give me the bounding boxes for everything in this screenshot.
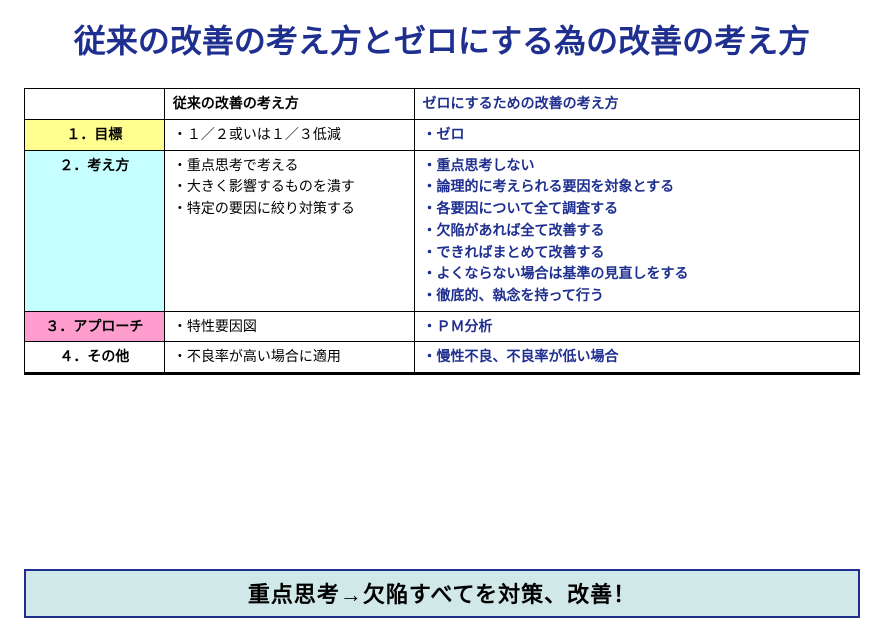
row-label: ２．考え方: [25, 150, 165, 311]
cell-zero: 慢性不良、不良率が低い場合: [414, 342, 859, 374]
table-row: ２．考え方重点思考で考える大きく影響するものを潰す特定の要因に絞り対策する重点思…: [25, 150, 860, 311]
list-item: 徹底的、執念を持って行う: [423, 285, 851, 307]
table-header-row: 従来の改善の考え方 ゼロにするための改善の考え方: [25, 89, 860, 120]
header-conventional: 従来の改善の考え方: [164, 89, 414, 120]
table-row: １．目標 １／２或いは１／３低減ゼロ: [25, 120, 860, 151]
list-item: ゼロ: [423, 124, 851, 146]
header-zero: ゼロにするための改善の考え方: [414, 89, 859, 120]
header-empty: [25, 89, 165, 120]
cell-conventional: １／２或いは１／３低減: [164, 120, 414, 151]
list-item: よくならない場合は基準の見直しをする: [423, 263, 851, 285]
list-item: 重点思考で考える: [173, 155, 406, 177]
slide-title: 従来の改善の考え方とゼロにする為の改善の考え方: [0, 18, 884, 64]
table-row: ４．その他不良率が高い場合に適用慢性不良、不良率が低い場合: [25, 342, 860, 374]
list-item: 不良率が高い場合に適用: [173, 346, 406, 368]
cell-zero: ＰＭ分析: [414, 311, 859, 342]
cell-conventional: 特性要因図: [164, 311, 414, 342]
cell-zero: 重点思考しない論理的に考えられる要因を対象とする各要因について全て調査する欠陥が…: [414, 150, 859, 311]
list-item: できればまとめて改善する: [423, 242, 851, 264]
list-item: 特定の要因に絞り対策する: [173, 198, 406, 220]
list-item: 論理的に考えられる要因を対象とする: [423, 176, 851, 198]
list-item: ＰＭ分析: [423, 316, 851, 338]
callout-box: 重点思考→欠陥すべてを対策、改善！: [24, 569, 860, 618]
cell-zero: ゼロ: [414, 120, 859, 151]
list-item: 各要因について全て調査する: [423, 198, 851, 220]
list-item: 慢性不良、不良率が低い場合: [423, 346, 851, 368]
cell-conventional: 不良率が高い場合に適用: [164, 342, 414, 374]
table-body: １．目標 １／２或いは１／３低減ゼロ ２．考え方重点思考で考える大きく影響するものを…: [25, 120, 860, 374]
list-item: 大きく影響するものを潰す: [173, 176, 406, 198]
row-label: １．目標: [25, 120, 165, 151]
table-row: ３．アプローチ特性要因図 ＰＭ分析: [25, 311, 860, 342]
list-item: 欠陥があれば全て改善する: [423, 220, 851, 242]
list-item: １／２或いは１／３低減: [173, 124, 406, 146]
list-item: 特性要因図: [173, 316, 406, 338]
row-label: ３．アプローチ: [25, 311, 165, 342]
row-label: ４．その他: [25, 342, 165, 374]
cell-conventional: 重点思考で考える大きく影響するものを潰す特定の要因に絞り対策する: [164, 150, 414, 311]
comparison-table: 従来の改善の考え方 ゼロにするための改善の考え方 １．目標 １／２或いは１／３低減…: [24, 88, 860, 375]
callout-text: 重点思考→欠陥すべてを対策、改善！: [248, 582, 636, 607]
list-item: 重点思考しない: [423, 155, 851, 177]
